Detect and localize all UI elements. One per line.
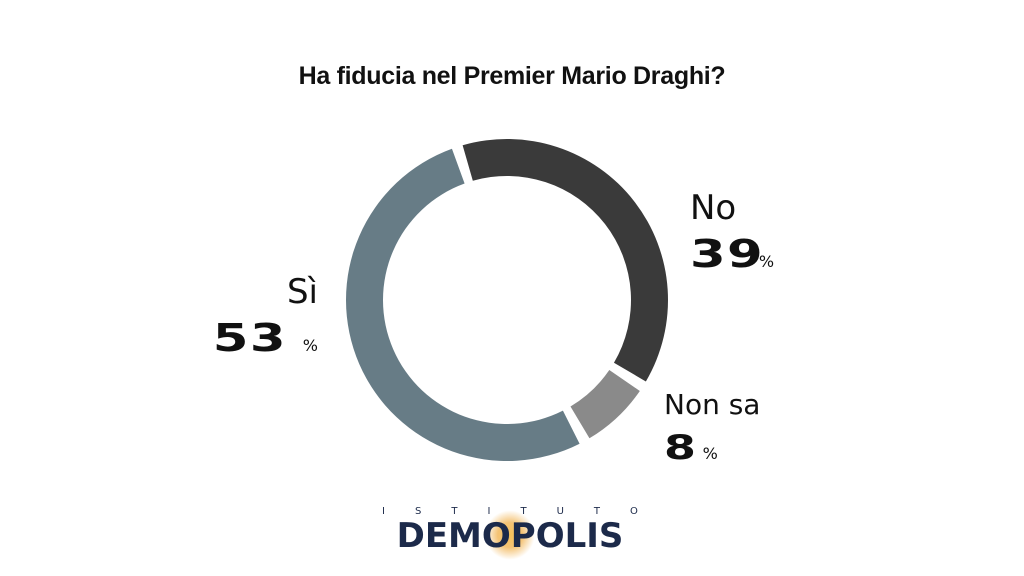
logo-letter: T [451, 506, 458, 517]
logo-letter: I [487, 506, 491, 517]
label-si: Sì 53% [213, 272, 318, 366]
percent-sign-si: % [302, 336, 318, 355]
donut-slice-non-sa [570, 370, 640, 439]
logo-sun-glow [485, 510, 535, 560]
label-si-value: 53% [213, 318, 318, 366]
percent-sign-non-sa: % [702, 444, 718, 463]
data-label-no: 39 [690, 232, 765, 276]
logo-brand-text: DEMOPOLIS [396, 516, 624, 556]
donut-slice-s [346, 148, 580, 462]
logo-letter: T [520, 506, 527, 517]
label-no-value: 39% [690, 234, 774, 282]
label-non-sa: Non sa 8% [664, 388, 760, 474]
logo-letter: S [414, 506, 422, 517]
label-no: No 39% [690, 188, 774, 282]
label-no-name: No [690, 188, 737, 228]
logo-letter: T [593, 506, 601, 517]
data-label-si: 53 [212, 316, 287, 360]
data-label-non-sa: 8 [664, 428, 698, 468]
donut-slice-no [462, 139, 668, 382]
logo-top-text: I S T I T U T O [382, 506, 638, 517]
logo-letter: O [630, 506, 638, 517]
logo-letter: I [382, 506, 385, 517]
label-si-name: Sì [286, 272, 318, 312]
label-non-sa-name: Non sa [664, 388, 761, 421]
demopolis-logo: I S T I T U T O DEMOPOLIS [380, 506, 640, 566]
label-non-sa-value: 8% [664, 428, 760, 474]
logo-letter: U [556, 506, 564, 517]
chart-title: Ha fiducia nel Premier Mario Draghi? [298, 62, 726, 90]
percent-sign-no: % [758, 252, 775, 271]
